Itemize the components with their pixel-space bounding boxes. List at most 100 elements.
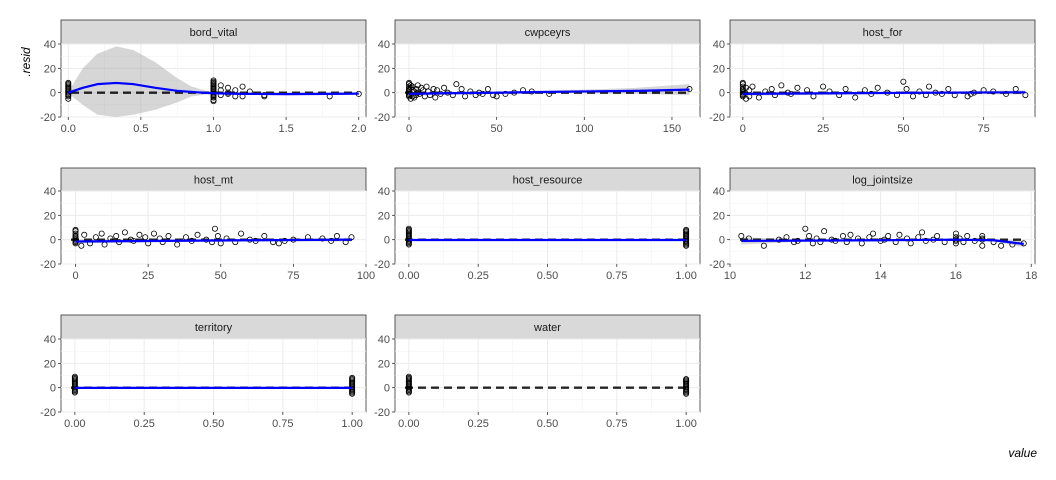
data-point bbox=[211, 225, 218, 232]
y-tick-label: -20 bbox=[40, 259, 56, 271]
data-point bbox=[839, 233, 846, 240]
x-tick-label: 0.25 bbox=[133, 418, 154, 430]
data-point bbox=[900, 78, 907, 85]
y-tick-label: 0 bbox=[719, 88, 725, 100]
x-axis-title: value bbox=[1008, 446, 1037, 460]
y-gridlines bbox=[395, 43, 700, 118]
data-point bbox=[749, 83, 756, 90]
y-tick-label: 0 bbox=[50, 88, 56, 100]
y-tick-label: 40 bbox=[378, 186, 390, 198]
x-tick-label: 75 bbox=[287, 270, 299, 282]
x-axis: 0 50 100 150 bbox=[406, 117, 681, 135]
data-point bbox=[441, 84, 448, 91]
data-point bbox=[683, 226, 690, 233]
strip-label: bord_vital bbox=[190, 27, 238, 39]
strip-label: host_for bbox=[863, 27, 903, 39]
data-point bbox=[319, 235, 326, 242]
x-tick-label: 18 bbox=[1025, 270, 1037, 282]
data-point bbox=[683, 390, 690, 397]
strip-background bbox=[60, 19, 367, 45]
x-tick-label: 50 bbox=[215, 270, 227, 282]
data-point bbox=[979, 242, 986, 249]
data-point bbox=[121, 229, 128, 236]
y-axis: -20 0 20 40 bbox=[40, 39, 61, 124]
data-point bbox=[333, 233, 340, 240]
data-point bbox=[791, 239, 798, 246]
facet-panels: bord_vital -20 0 20 40 0.0 0.5 1.0 1.5 2.0 cwpceyr… bbox=[40, 19, 1037, 430]
x-axis: 0.0 0.5 1.0 1.5 2.0 bbox=[61, 117, 366, 135]
data-point bbox=[210, 86, 217, 93]
x-tick-label: 100 bbox=[575, 123, 593, 135]
panel-territory: territory -20 0 20 40 0.00 0.25 0.50 0.75 1.00 bbox=[40, 314, 367, 430]
data-point bbox=[771, 92, 778, 99]
panel-host-resource: host_resource -20 0 20 40 0.00 0.25 0.50 0.75 1.0… bbox=[374, 167, 701, 282]
data-point bbox=[502, 90, 509, 97]
x-tick-label: 12 bbox=[799, 270, 811, 282]
x-tick-label: 0.75 bbox=[606, 418, 627, 430]
strip-label: host_resource bbox=[513, 175, 583, 187]
data-point bbox=[967, 90, 974, 97]
data-point bbox=[78, 242, 85, 249]
x-tick-label: 0.00 bbox=[64, 418, 85, 430]
data-point bbox=[979, 233, 986, 240]
y-tick-label: 20 bbox=[44, 358, 56, 370]
y-tick-label: 20 bbox=[713, 210, 725, 222]
data-point bbox=[239, 83, 246, 90]
data-point bbox=[92, 234, 99, 241]
strip-label: territory bbox=[195, 322, 233, 334]
data-point bbox=[214, 233, 221, 240]
y-tick-label: 20 bbox=[378, 358, 390, 370]
strip-label: log_jointsize bbox=[852, 175, 913, 187]
data-point bbox=[210, 94, 217, 101]
data-point bbox=[870, 230, 877, 237]
data-point bbox=[484, 86, 491, 93]
panel-host-for: host_for -20 0 20 40 0 25 50 75 bbox=[709, 19, 1036, 135]
plot-area bbox=[71, 225, 356, 249]
y-tick-label: 40 bbox=[44, 334, 56, 346]
y-axis-title: .resid bbox=[19, 47, 33, 77]
data-point bbox=[683, 377, 690, 384]
y-tick-label: 40 bbox=[713, 186, 725, 198]
x-tick-label: 0.75 bbox=[606, 270, 627, 282]
data-point bbox=[919, 229, 926, 236]
data-point bbox=[65, 95, 72, 102]
y-axis: -20 0 20 40 bbox=[40, 186, 61, 271]
data-point bbox=[683, 242, 690, 249]
y-tick-label: 20 bbox=[378, 210, 390, 222]
y-tick-label: 40 bbox=[44, 39, 56, 51]
x-tick-label: 0.50 bbox=[203, 418, 224, 430]
data-point bbox=[65, 84, 72, 91]
data-point bbox=[885, 233, 892, 240]
x-tick-label: 0.75 bbox=[272, 418, 293, 430]
x-tick-label: 25 bbox=[142, 270, 154, 282]
x-gridlines bbox=[729, 191, 1032, 264]
data-point bbox=[998, 242, 1005, 249]
panel-cwpceyrs: cwpceyrs -20 0 20 40 0 50 100 150 bbox=[374, 19, 701, 135]
data-point bbox=[98, 230, 105, 237]
y-tick-label: 0 bbox=[384, 383, 390, 395]
data-point bbox=[934, 233, 941, 240]
y-tick-label: 0 bbox=[384, 235, 390, 247]
data-point bbox=[238, 230, 245, 237]
x-tick-label: 75 bbox=[978, 123, 990, 135]
data-point bbox=[820, 83, 827, 90]
panel-bord-vital: bord_vital -20 0 20 40 0.0 0.5 1.0 1.5 2.0 bbox=[40, 19, 367, 135]
x-tick-label: 0.25 bbox=[467, 418, 488, 430]
panel-log-jointsize: log_jointsize -20 0 20 40 10 12 14 16 18 bbox=[709, 167, 1037, 282]
data-point bbox=[842, 86, 849, 93]
data-point bbox=[768, 86, 775, 93]
data-point bbox=[142, 234, 149, 241]
x-tick-label: 0 bbox=[406, 123, 412, 135]
y-tick-label: 0 bbox=[50, 235, 56, 247]
x-tick-label: 25 bbox=[817, 123, 829, 135]
y-axis: -20 0 20 40 bbox=[40, 334, 61, 419]
plot-area bbox=[739, 78, 1029, 102]
y-tick-label: 20 bbox=[44, 63, 56, 75]
y-tick-label: -20 bbox=[40, 407, 56, 419]
data-point bbox=[952, 230, 959, 237]
data-point bbox=[159, 239, 166, 246]
panel-host-mt: host_mt -20 0 20 40 0 25 50 75 100 bbox=[40, 167, 375, 282]
data-point bbox=[755, 94, 762, 101]
x-tick-label: 1.0 bbox=[206, 123, 221, 135]
